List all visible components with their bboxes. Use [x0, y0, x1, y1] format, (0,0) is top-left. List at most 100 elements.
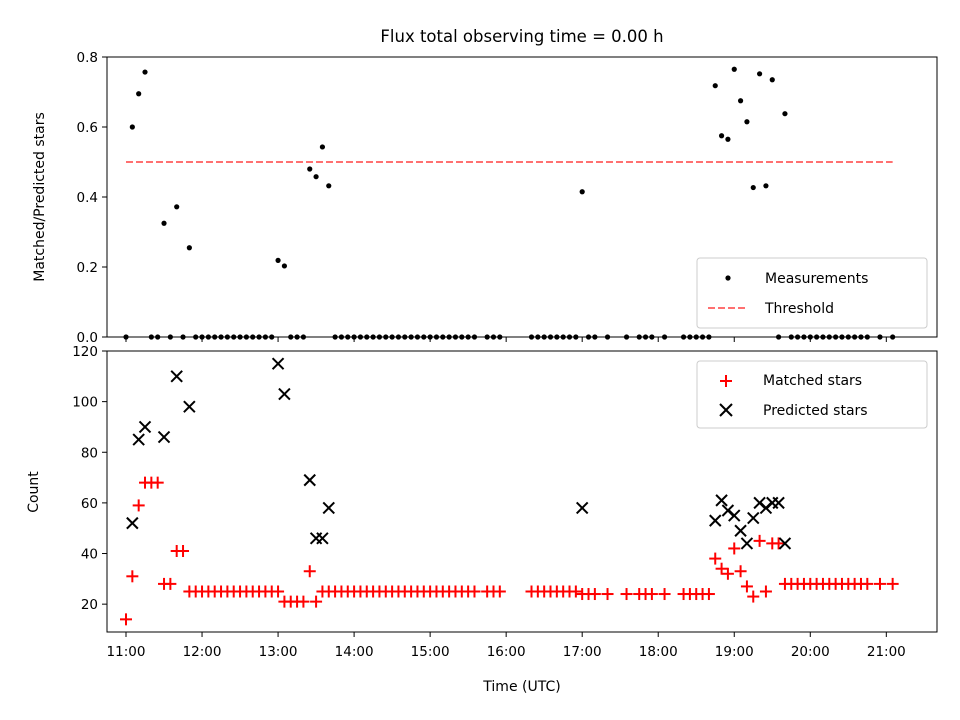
- bottom-y-tick-label: 40: [81, 547, 98, 563]
- bottom-y-tick-label: 80: [81, 445, 98, 461]
- predicted-star-point: [126, 516, 139, 530]
- top-y-tick-label: 0.6: [77, 120, 98, 136]
- measurement-point: [186, 245, 192, 251]
- matched-star-point: [588, 588, 601, 601]
- legend-marker-predicted: [719, 403, 733, 417]
- matched-star-point: [126, 570, 139, 583]
- legend-label-measurements: Measurements: [765, 271, 868, 287]
- matched-star-point: [620, 588, 633, 601]
- measurement-point: [718, 133, 725, 139]
- bottom-plot-frame: [106, 350, 938, 633]
- top-y-ticks: 0.0 0.2 0.4 0.6 0.8: [77, 50, 107, 346]
- bottom-y-tick-label: 20: [81, 597, 98, 613]
- measurement-point: [281, 263, 288, 269]
- measurement-point: [136, 91, 142, 97]
- measurement-point: [142, 69, 148, 75]
- predicted-star-point: [132, 433, 145, 446]
- measurement-point: [731, 66, 737, 72]
- predicted-star-point: [740, 537, 754, 550]
- predicted-star-point: [157, 430, 171, 444]
- matched-star-point: [709, 552, 722, 565]
- measurement-point: [782, 111, 788, 117]
- matched-star-point: [468, 585, 481, 598]
- x-tick-label: 12:00: [183, 644, 222, 660]
- predicted-star-point: [183, 400, 196, 413]
- x-tick-label: 11:00: [107, 644, 146, 660]
- matched-star-point: [740, 580, 753, 593]
- x-axis-label: Time (UTC): [482, 679, 560, 695]
- top-legend: Measurements Threshold: [696, 257, 928, 329]
- measurement-point: [769, 77, 775, 83]
- legend-label-threshold: Threshold: [764, 301, 834, 317]
- matched-star-point: [297, 595, 310, 608]
- x-tick-label: 15:00: [411, 644, 450, 660]
- matched-star-point: [645, 588, 658, 601]
- measurement-point: [174, 204, 180, 210]
- chart-title: Flux total observing time = 0.00 h: [380, 27, 663, 46]
- legend-marker-measurements: [725, 275, 731, 281]
- bottom-legend-box: [696, 360, 928, 429]
- measurement-point: [161, 220, 167, 226]
- x-tick-label: 21:00: [867, 644, 906, 660]
- matched-star-point: [601, 588, 614, 601]
- bottom-y-axis-label: Count: [26, 471, 42, 513]
- bottom-y-ticks: 20 40 60 80 100 120: [72, 344, 107, 613]
- predicted-star-point: [734, 524, 747, 537]
- matched-star-point: [728, 542, 741, 555]
- measurement-point: [579, 189, 585, 195]
- matched-star-point: [310, 595, 323, 608]
- matched-star-point: [493, 585, 506, 598]
- x-tick-label: 18:00: [639, 644, 678, 660]
- matched-star-point: [658, 588, 671, 601]
- measurement-point: [756, 71, 763, 77]
- top-y-tick-label: 0.8: [77, 50, 98, 66]
- bottom-panel: Count Time (UTC) 20 40 60 80 100 120 11:00 12:…: [26, 344, 938, 695]
- measurement-point: [129, 124, 135, 130]
- bottom-legend: Matched stars Predicted stars: [696, 360, 928, 429]
- x-tick-label: 16:00: [487, 644, 526, 660]
- x-tick-label: 19:00: [715, 644, 754, 660]
- matched-star-point: [873, 577, 886, 590]
- matched-star-point: [132, 499, 145, 512]
- predicted-star-point: [271, 357, 285, 370]
- measurement-point: [750, 184, 756, 191]
- predicted-star-point: [322, 501, 335, 515]
- predicted-star-point: [170, 370, 183, 383]
- bottom-y-tick-label: 100: [72, 395, 98, 411]
- matched-star-point: [747, 590, 760, 603]
- matched-star-point: [772, 537, 785, 550]
- x-tick-label: 17:00: [563, 644, 602, 660]
- top-y-tick-label: 0.2: [77, 260, 98, 276]
- top-panel: Flux total observing time = 0.00 h Match…: [32, 27, 938, 346]
- bottom-x-ticks: 11:00 12:00 13:00 14:00 15:00 16:00 17:00 18:00…: [107, 632, 906, 660]
- matched-star-point: [715, 562, 728, 575]
- measurement-point: [763, 183, 769, 189]
- matched-star-point: [759, 585, 772, 598]
- measurement-point: [319, 144, 326, 150]
- matched-star-point: [303, 565, 316, 578]
- predicted-star-point: [316, 532, 329, 545]
- predicted-star-point: [278, 387, 291, 401]
- matched-star-point: [120, 613, 133, 626]
- measurement-point: [725, 136, 731, 142]
- measurement-point: [712, 83, 718, 89]
- predicted-star-point: [747, 511, 760, 525]
- predicted-star-point: [772, 496, 785, 510]
- predicted-star-point: [778, 537, 792, 550]
- legend-label-matched: Matched stars: [763, 373, 862, 389]
- matched-stars-series: [120, 476, 899, 626]
- matched-star-point: [861, 577, 874, 590]
- top-plot-frame: [106, 56, 938, 338]
- top-y-tick-label: 0.4: [77, 190, 98, 206]
- measurement-point: [275, 257, 281, 263]
- matched-star-point: [177, 544, 190, 557]
- matched-star-point: [702, 588, 715, 601]
- predicted-star-point: [728, 509, 741, 522]
- bottom-y-tick-label: 120: [72, 344, 98, 360]
- measurement-point: [326, 183, 332, 189]
- predicted-star-point: [138, 420, 152, 434]
- x-tick-label: 13:00: [259, 644, 298, 660]
- predicted-star-point: [715, 494, 728, 507]
